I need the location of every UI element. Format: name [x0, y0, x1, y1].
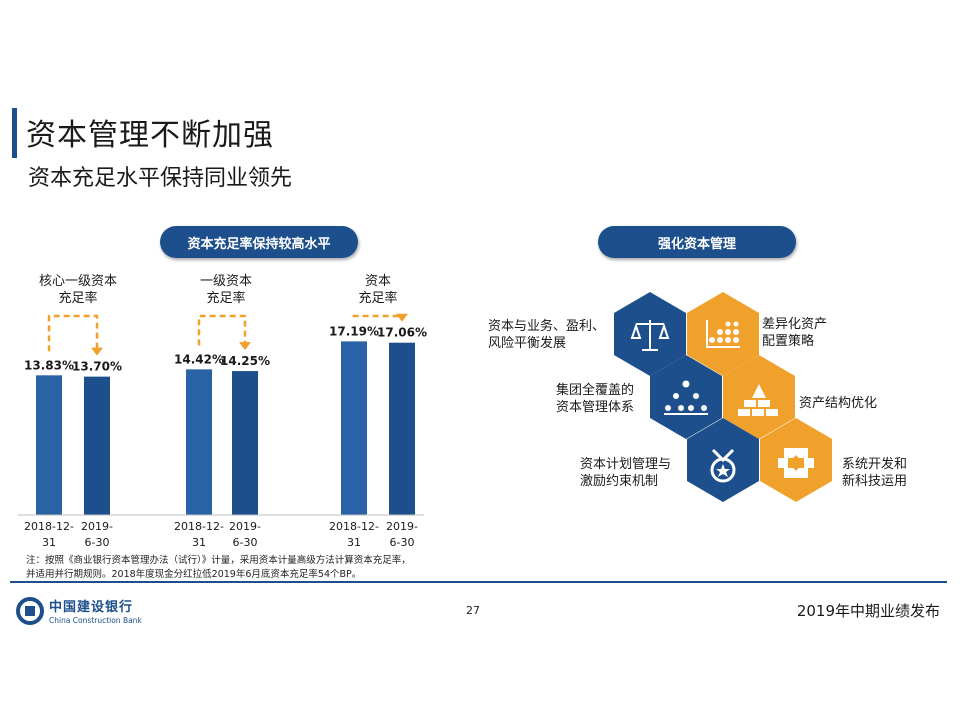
tick-label-2-0-0: 2018-12- [329, 520, 379, 533]
bank-logo: 中国建设银行 China Construction Bank [16, 596, 142, 625]
asset-matrix-icon [706, 320, 740, 348]
page-title: 资本管理不断加强 [26, 118, 274, 153]
hex-label-balance: 资本与业务、盈利、 风险平衡发展 [488, 319, 606, 351]
tick-label-1-0-0: 2018-12- [174, 520, 224, 533]
tick-label-0-0-1: 31 [42, 536, 56, 549]
bar-1-1 [232, 371, 258, 515]
group-label-total: 资本 充足率 [358, 274, 398, 306]
tick-label-2-0-1: 31 [347, 536, 361, 549]
hex-label-structure: 资产结构优化 [799, 396, 878, 411]
title-accent-bar [12, 108, 17, 158]
building-blocks-icon [738, 384, 778, 416]
footer-report-title: 2019年中期业绩发布 [796, 602, 940, 620]
change-arrowhead-0 [91, 347, 103, 356]
tick-label-0-1-1: 6-30 [85, 536, 110, 549]
data-label-2-0: 17.19% [329, 324, 379, 338]
change-arrow-1 [197, 314, 247, 346]
hex-label-incentive: 资本计划管理与 激励约束机制 [580, 457, 672, 489]
bar-2-0 [341, 341, 367, 515]
page-number: 27 [466, 604, 480, 617]
bar-0-0 [36, 375, 62, 515]
change-arrowhead-2 [396, 313, 408, 322]
change-arrowhead-1 [239, 342, 251, 351]
bar-2-1 [389, 342, 415, 515]
tick-label-0-1-0: 2019- [81, 520, 113, 533]
footer-rule [10, 581, 947, 583]
hex-group-system [650, 355, 722, 439]
hex-asset-allocation [687, 292, 759, 376]
data-label-2-1: 17.06% [377, 326, 427, 340]
tick-label-0-0-0: 2018-12- [24, 520, 74, 533]
bar-0-1 [84, 376, 110, 515]
hex-scales [614, 292, 686, 376]
hex-label-tech: 系统开发和 新科技运用 [842, 457, 908, 489]
tick-label-1-0-1: 31 [192, 536, 206, 549]
footnote: 注：按照《商业银行资本管理办法（试行）》计量，采用资本计量高级方法计算资本充足率… [26, 555, 411, 580]
tick-label-2-1-0: 2019- [386, 520, 418, 533]
tick-label-2-1-1: 6-30 [390, 536, 415, 549]
data-label-1-1: 14.25% [220, 354, 270, 368]
data-label-0-1: 13.70% [72, 360, 122, 374]
data-label-0-0: 13.83% [24, 358, 74, 372]
group-label-tier1: 一级资本 充足率 [199, 274, 252, 306]
hex-asset-structure [723, 355, 795, 439]
hex-label-group-system: 集团全覆盖的 资本管理体系 [556, 383, 635, 415]
right-section-pill: 强化资本管理 [598, 226, 796, 258]
bar-1-0 [186, 369, 212, 515]
scales-icon [630, 320, 670, 351]
gear-puzzle-icon [778, 448, 814, 478]
ccb-logo-icon [16, 596, 44, 625]
hex-system-tech [760, 418, 832, 502]
left-section-pill: 资本充足率保持较高水平 [160, 226, 358, 258]
hex-label-allocation: 差异化资产 配置策略 [762, 317, 828, 349]
tick-label-1-1-0: 2019- [229, 520, 261, 533]
page-subtitle: 资本充足水平保持同业领先 [28, 166, 293, 191]
medal-icon [710, 448, 736, 483]
org-chart-icon [664, 380, 708, 415]
data-label-1-0: 14.42% [174, 352, 224, 366]
tick-label-1-1-1: 6-30 [233, 536, 258, 549]
group-label-core-tier1: 核心一级资本 充足率 [38, 274, 117, 306]
hex-incentive [687, 418, 759, 502]
